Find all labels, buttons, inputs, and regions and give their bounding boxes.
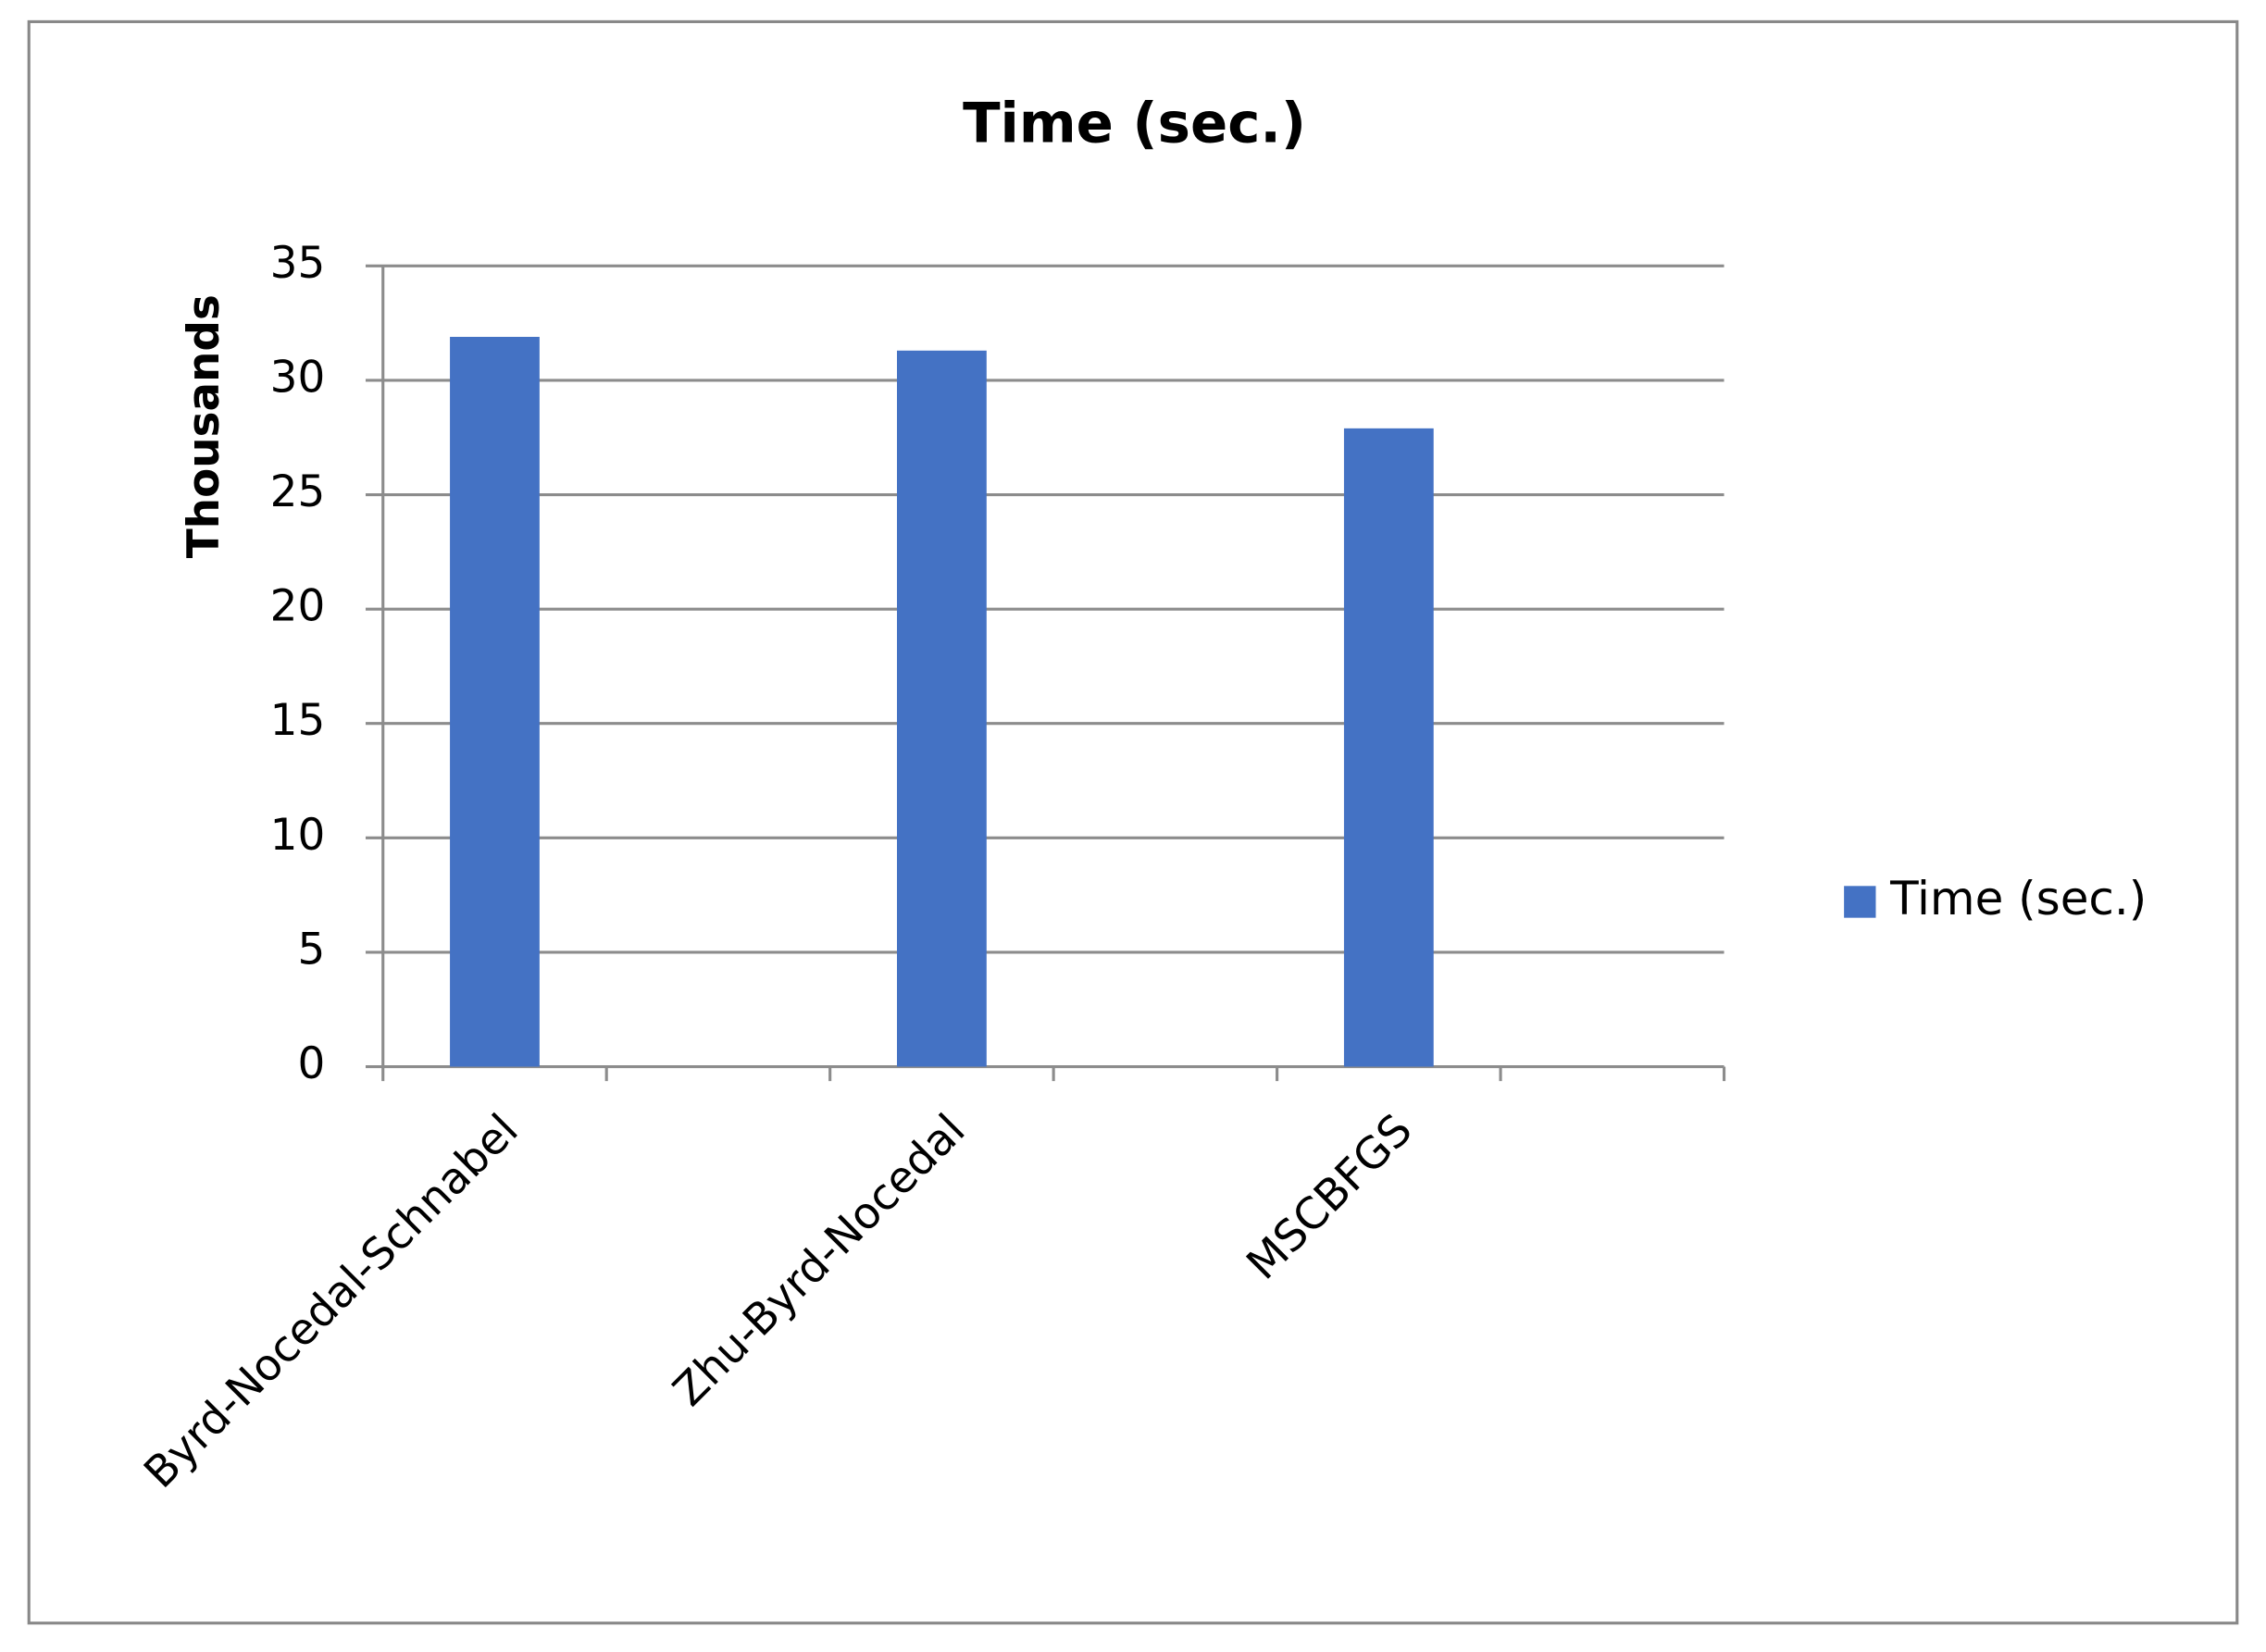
y-axis-title: Thousands [180,294,230,558]
legend-swatch [1844,886,1876,918]
y-tick-label: 0 [297,1039,325,1089]
chart-border [27,19,2239,1625]
y-tick-label: 15 [270,696,326,746]
y-tick-label: 20 [270,582,326,632]
legend-label: Time (sec.) [1889,872,2147,925]
y-tick-label: 10 [270,811,326,861]
bar [450,336,540,1067]
y-tick-label: 25 [270,467,326,517]
y-tick-label: 30 [270,353,326,403]
y-tick-label: 35 [270,239,326,289]
bar [1343,428,1434,1067]
y-tick-label: 5 [297,925,325,975]
bar [897,350,987,1067]
chart-title: Time (sec.) [963,92,1306,155]
